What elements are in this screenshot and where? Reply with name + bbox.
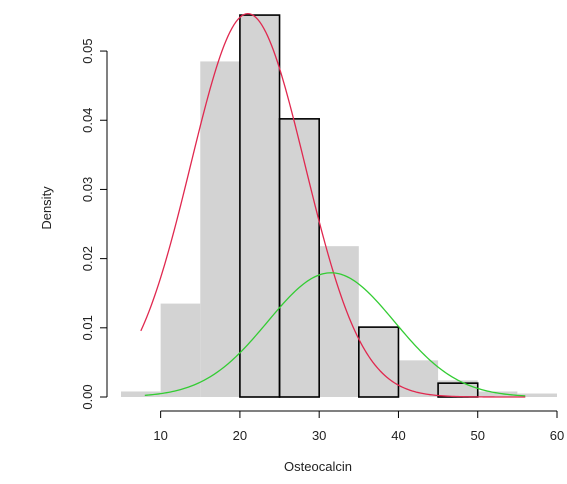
x-tick-label-4: 50 <box>470 428 484 443</box>
x-tick-label-5: 60 <box>550 428 564 443</box>
x-axis-title: Osteocalcin <box>284 459 352 474</box>
y-tick-label-1: 0.01 <box>80 315 95 340</box>
histogram-bar-1 <box>160 303 201 397</box>
density-curves <box>140 12 526 398</box>
histogram-bars <box>121 15 557 397</box>
highlighted-bars <box>239 14 479 398</box>
x-tick-label-1: 20 <box>233 428 247 443</box>
y-tick-label-0: 0.00 <box>80 384 95 409</box>
histogram-bar-0 <box>121 391 161 397</box>
density-curve-0 <box>140 12 526 398</box>
histogram-bar-2 <box>200 61 240 397</box>
y-axis-title: Density <box>39 186 54 230</box>
outlined-bar-2 <box>358 326 400 398</box>
x-tick-label-3: 40 <box>391 428 405 443</box>
y-axis: 0.00 0.01 0.02 0.03 0.04 0.05 <box>80 38 108 410</box>
outlined-bar-1 <box>278 118 320 398</box>
histogram-bar-6 <box>358 327 399 397</box>
histogram-bar-4 <box>279 118 320 397</box>
x-tick-label-0: 10 <box>153 428 167 443</box>
y-tick-label-5: 0.05 <box>80 38 95 63</box>
x-axis: 10 20 30 40 50 60 <box>153 410 564 443</box>
x-tick-label-2: 30 <box>312 428 326 443</box>
density-curve-1 <box>144 272 526 397</box>
y-tick-label-3: 0.03 <box>80 177 95 202</box>
y-tick-label-2: 0.02 <box>80 246 95 271</box>
histogram-bar-7 <box>398 360 439 397</box>
histogram-bar-5 <box>319 246 359 397</box>
histogram-bar-9 <box>477 391 518 397</box>
histogram-bar-3 <box>239 15 280 397</box>
y-tick-label-4: 0.04 <box>80 108 95 133</box>
histogram-bar-10 <box>517 393 557 397</box>
